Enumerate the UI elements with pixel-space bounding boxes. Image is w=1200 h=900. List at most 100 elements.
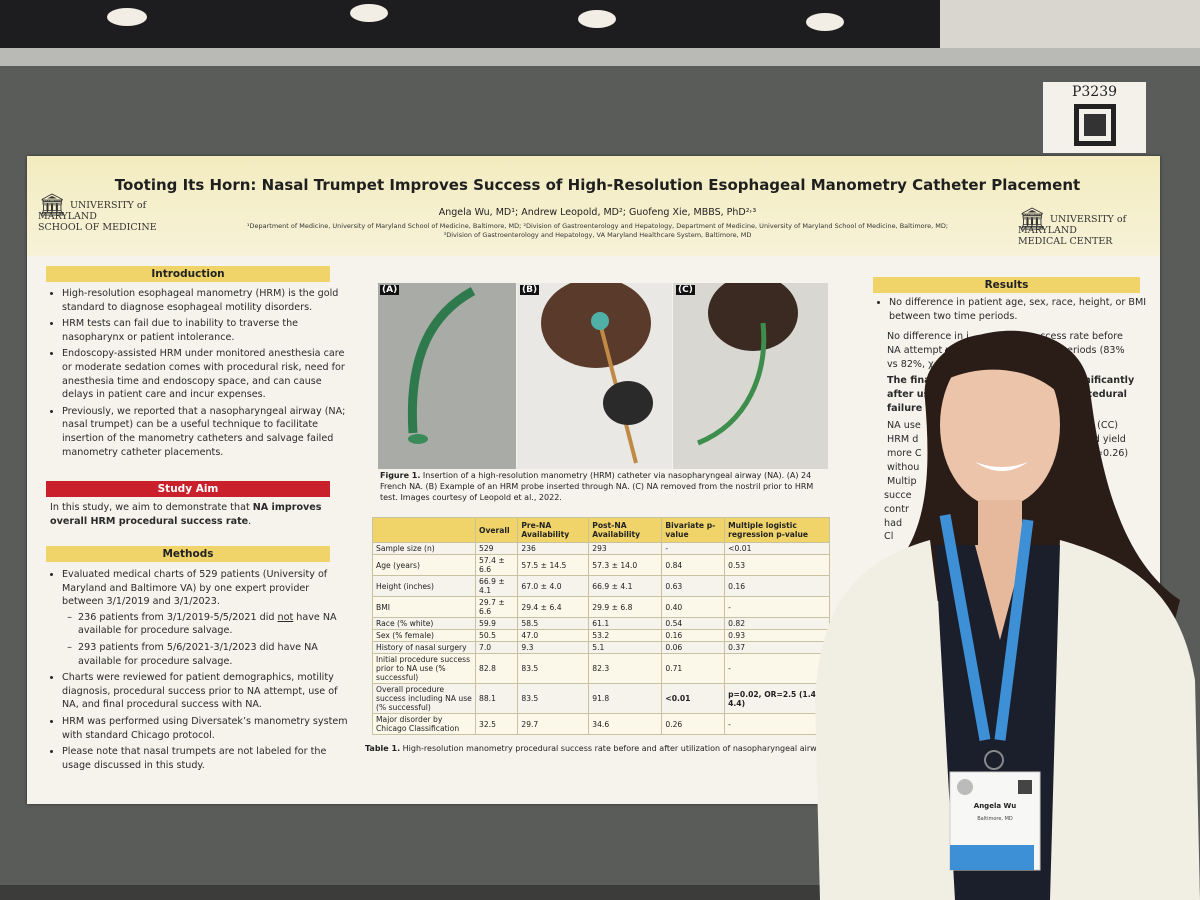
qr-code xyxy=(1084,114,1106,136)
section-heading: Methods xyxy=(46,546,330,562)
logo-line: MEDICAL CENTER xyxy=(1018,236,1113,247)
emphasis: NA improves overall HRM procedural succe… xyxy=(50,502,322,527)
table-cell: - xyxy=(724,713,830,735)
table-row: Initial procedure success prior to NA us… xyxy=(372,653,830,684)
text-fragment: did yield xyxy=(1085,434,1126,445)
text-fragment: HRM d xyxy=(887,434,919,445)
text-fragment: significantly xyxy=(1068,375,1135,386)
text-fragment: =0.26) xyxy=(1095,448,1129,459)
bullet: Charts were reviewed for patient demogra… xyxy=(62,671,352,712)
blazer xyxy=(815,540,975,900)
bullet-text: Please note that nasal trumpets are not … xyxy=(62,746,327,771)
smile xyxy=(975,462,1028,471)
column-header: Multiple logistic regression p-value xyxy=(724,517,830,543)
table-cell: Major disorder by Chicago Classification xyxy=(372,713,476,735)
sub-bullet: 236 patients from 3/1/2019-5/5/2021 did … xyxy=(78,611,352,638)
column-header: Pre-NA Availability xyxy=(517,517,590,543)
text-fragment: had xyxy=(884,518,903,529)
badge-ribbon xyxy=(950,845,1034,870)
affiliation: ³Division of Gastroenterology and Hepato… xyxy=(443,231,752,239)
table-cell: 82.8 xyxy=(474,653,519,684)
table-cell: 50.5 xyxy=(474,629,519,642)
authors: Angela Wu, MD¹; Andrew Leopold, MD²; Guo… xyxy=(438,207,757,218)
column-header: Overall xyxy=(474,517,519,543)
sub-bullet: 293 patients from 5/6/2021-3/1/2023 did … xyxy=(78,641,352,668)
bullet-text: HRM was performed using Diversatek’s man… xyxy=(62,715,348,741)
nasal-trumpet xyxy=(697,322,767,446)
table-cell: 53.2 xyxy=(588,629,663,642)
text-fragment: Cl xyxy=(884,531,894,542)
text-fragment: Multip xyxy=(887,476,917,487)
caption-text: High-resolution manometry procedural suc… xyxy=(400,744,827,753)
patient-face xyxy=(708,283,798,351)
table-cell: 83.5 xyxy=(517,683,590,714)
bullet: Please note that nasal trumpets are not … xyxy=(62,745,352,772)
bullet: Endoscopy-assisted HRM under monitored a… xyxy=(62,347,352,401)
bullet: HRM tests can fail due to inability to t… xyxy=(62,317,352,344)
table-cell: 0.71 xyxy=(661,653,726,684)
text-fragment: ime periods (83% xyxy=(1040,345,1125,356)
text-fragment: ocedural xyxy=(1080,389,1127,400)
column-header: Post-NA Availability xyxy=(588,517,663,543)
text-fragment: succe xyxy=(884,490,912,501)
caption-text: Insertion of a high-resolution manometry… xyxy=(380,471,814,502)
badge-logo xyxy=(957,779,973,795)
table-cell: Initial procedure success prior to NA us… xyxy=(372,653,476,684)
ceiling-light xyxy=(350,4,388,22)
ceiling-light xyxy=(806,13,844,31)
nasal-trumpet xyxy=(591,312,609,330)
table-cell: 34.6 xyxy=(588,713,663,735)
ceiling-light xyxy=(107,8,147,26)
bullet-text: Charts were reviewed for patient demogra… xyxy=(62,672,338,711)
bangs xyxy=(945,334,1065,400)
table-row: History of nasal surgery 7.0 9.3 5.1 0.06 0.3… xyxy=(372,641,830,654)
poster-header xyxy=(27,156,1160,256)
table-cell: Overall procedure success including NA u… xyxy=(372,683,476,714)
text-fragment: withou xyxy=(887,462,920,473)
face xyxy=(940,343,1060,507)
text-fragment: ccess rate before xyxy=(1040,331,1123,342)
text: In this study, we aim to demonstrate tha… xyxy=(50,502,253,513)
table-cell: 29.9 ± 6.8 xyxy=(588,596,663,618)
text-fragment: n (CC) xyxy=(1088,420,1119,431)
logo-line: UNIVERSITY of MARYLAND xyxy=(1018,214,1127,236)
methods-list: Evaluated medical charts of 529 patients… xyxy=(46,568,352,775)
table-cell: Age (years) xyxy=(372,554,476,576)
logo-line: SCHOOL OF MEDICINE xyxy=(38,222,157,233)
section-heading: Study Aim xyxy=(46,481,330,497)
table-cell: - xyxy=(724,596,830,618)
bullet-text: Evaluated medical charts of 529 patients… xyxy=(62,569,328,608)
affiliation: ¹Department of Medicine, University of M… xyxy=(246,222,949,230)
table-caption: Table 1. High-resolution manometry proce… xyxy=(365,743,827,754)
bullet: High-resolution esophageal manometry (HR… xyxy=(62,287,352,314)
badge-location: Baltimore, MD xyxy=(977,816,1013,822)
section-heading: Results xyxy=(873,277,1140,293)
figure-caption: Figure 1. Insertion of a high-resolution… xyxy=(380,470,820,503)
logo-line: UNIVERSITY of MARYLAND xyxy=(38,200,147,222)
table-row: Age (years) 57.4 ± 6.6 57.5 ± 14.5 57.3 ± 1… xyxy=(372,554,830,576)
panel-label: (B) xyxy=(520,285,540,295)
table-cell: 57.4 ± 6.6 xyxy=(474,554,519,576)
blazer xyxy=(1040,540,1200,900)
intro-list: High-resolution esophageal manometry (HR… xyxy=(46,287,352,462)
column-header xyxy=(372,517,476,543)
table-cell: 0.16 xyxy=(661,629,726,642)
results-list: No difference in patient age, sex, race,… xyxy=(873,296,1157,326)
table-cell: 0.40 xyxy=(661,596,726,618)
text: have NA available for procedure salvage. xyxy=(78,611,337,637)
bullet: Evaluated medical charts of 529 patients… xyxy=(62,568,352,668)
table-row: Major disorder by Chicago Classification… xyxy=(372,713,830,735)
text: 293 patients from 5/6/2021-3/1/2023 did … xyxy=(78,641,318,667)
text-fragment: contr xyxy=(884,504,909,515)
study-aim: In this study, we aim to demonstrate tha… xyxy=(50,501,330,528)
table-row: Sex (% female) 50.5 47.0 53.2 0.16 0.93 xyxy=(372,629,830,642)
figure-images xyxy=(378,283,828,469)
bullet: Previously, we reported that a nasophary… xyxy=(62,405,352,459)
text-fragment: NA use xyxy=(887,420,921,431)
table-cell: 83.5 xyxy=(517,653,590,684)
table-row: Sample size (n) 529 236 293- <0.01 xyxy=(372,542,830,555)
lanyard xyxy=(939,514,1034,741)
text: 236 patients from 3/1/2019-5/5/2021 did xyxy=(78,611,278,623)
poster-title: Tooting Its Horn: Nasal Trumpet Improves… xyxy=(114,176,1081,194)
